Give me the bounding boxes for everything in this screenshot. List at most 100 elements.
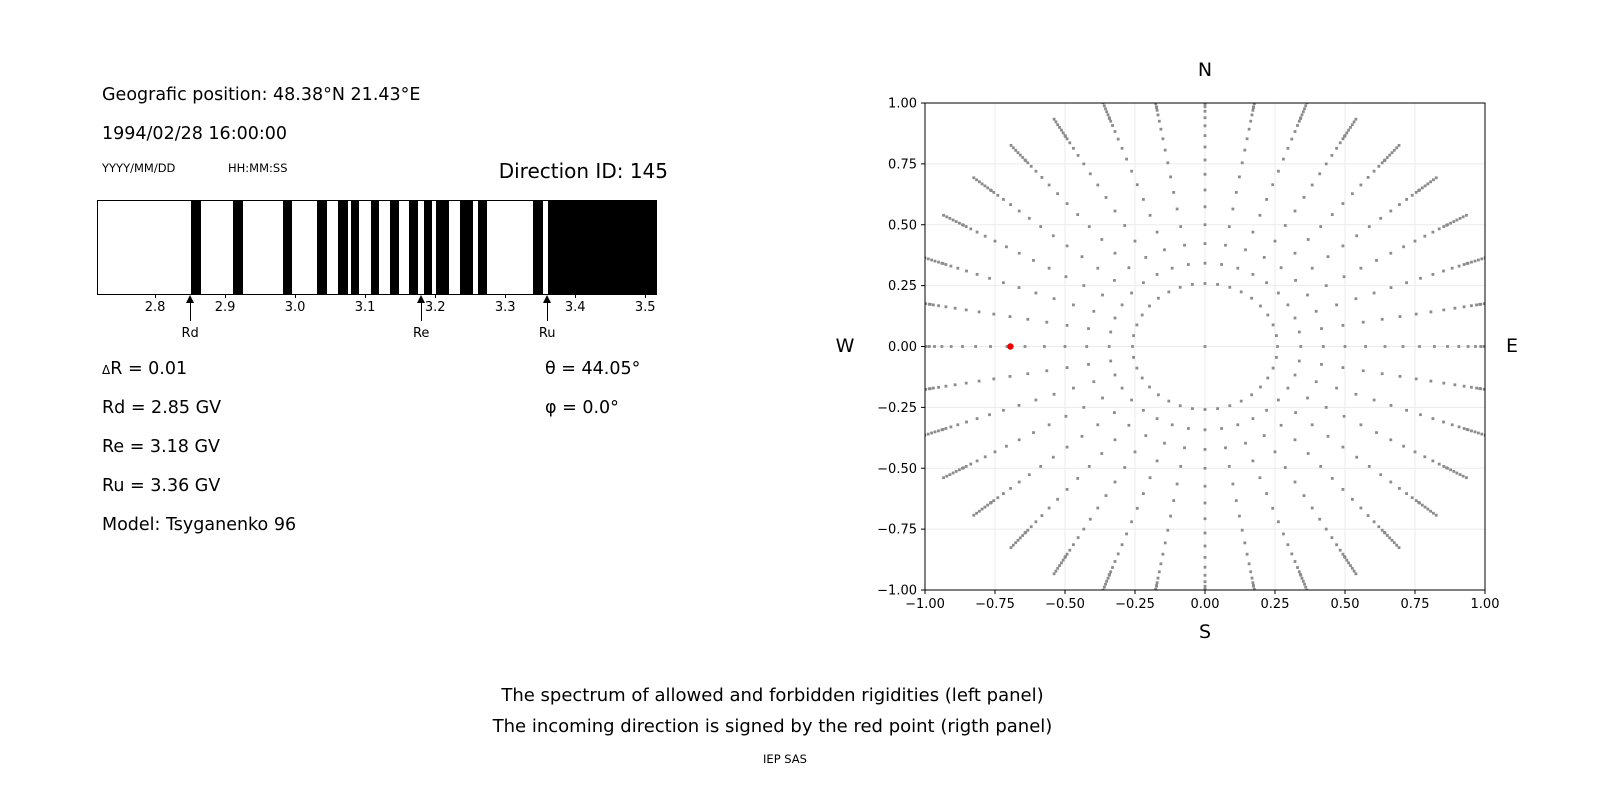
direction-dot bbox=[1187, 427, 1190, 430]
direction-dot bbox=[1065, 324, 1069, 327]
direction-dot bbox=[927, 345, 931, 348]
direction-id-title: Direction ID: 145 bbox=[498, 159, 668, 183]
direction-dot bbox=[1016, 538, 1020, 542]
direction-dot bbox=[1018, 536, 1022, 540]
direction-dot bbox=[1051, 455, 1055, 459]
direction-dot bbox=[1324, 527, 1328, 531]
direction-dot bbox=[1244, 248, 1247, 252]
phi-text: φ = 0.0° bbox=[545, 398, 619, 418]
direction-dot bbox=[1453, 383, 1457, 387]
direction-dot bbox=[1413, 239, 1417, 243]
direction-dot bbox=[1155, 584, 1158, 588]
rigidity-spectrum-plot bbox=[97, 200, 657, 295]
direction-dot bbox=[989, 501, 992, 505]
direction-dot bbox=[1345, 131, 1349, 135]
direction-dot bbox=[921, 302, 924, 305]
direction-dot bbox=[1040, 176, 1044, 179]
direction-dot bbox=[1040, 514, 1044, 517]
direction-dot bbox=[1102, 585, 1106, 589]
direction-dot bbox=[1265, 198, 1268, 201]
y-axis-tick-label: 0.50 bbox=[888, 218, 917, 233]
direction-dot bbox=[1483, 345, 1485, 348]
direction-dot bbox=[992, 191, 996, 194]
direction-dot bbox=[1047, 183, 1051, 187]
direction-dot bbox=[1249, 570, 1253, 574]
direction-dot bbox=[1106, 113, 1110, 117]
direction-dot bbox=[1047, 266, 1051, 270]
direction-dot bbox=[1023, 345, 1027, 348]
direction-dot bbox=[1251, 581, 1255, 585]
direction-dot bbox=[1465, 476, 1468, 480]
direction-dot bbox=[1113, 480, 1117, 484]
direction-dot bbox=[1113, 130, 1117, 133]
direction-dot bbox=[1156, 113, 1160, 117]
direction-dot bbox=[1027, 473, 1031, 477]
direction-dot bbox=[1341, 137, 1345, 141]
direction-dot bbox=[980, 507, 984, 511]
direction-dot bbox=[1275, 356, 1278, 359]
direction-dot bbox=[1130, 398, 1133, 402]
direction-dot bbox=[1005, 345, 1009, 348]
direction-dot bbox=[937, 385, 940, 389]
direction-dot bbox=[1191, 283, 1194, 286]
direction-dot bbox=[1265, 408, 1268, 412]
x-axis-tick bbox=[155, 294, 157, 298]
direction-dot bbox=[1005, 444, 1008, 448]
direction-dot bbox=[1026, 161, 1030, 165]
direction-dot bbox=[1068, 141, 1072, 145]
direction-dot bbox=[1343, 134, 1347, 137]
direction-dot bbox=[1113, 438, 1117, 442]
allowed-rigidity-band bbox=[351, 201, 360, 294]
direction-dot bbox=[1480, 432, 1484, 436]
direction-dot bbox=[1361, 320, 1365, 324]
direction-dot bbox=[1203, 565, 1207, 569]
direction-dot bbox=[1446, 466, 1449, 470]
direction-dot bbox=[1251, 417, 1255, 420]
direction-dot bbox=[1501, 391, 1504, 394]
direction-dot bbox=[1204, 83, 1207, 86]
direction-dot bbox=[1252, 105, 1255, 109]
direction-dot bbox=[1254, 591, 1257, 594]
direction-dot bbox=[1452, 470, 1456, 473]
direction-dot bbox=[1087, 363, 1090, 366]
direction-dot bbox=[965, 269, 968, 273]
direction-dot bbox=[1135, 366, 1139, 370]
direction-dot bbox=[1423, 505, 1427, 509]
direction-dot bbox=[1231, 482, 1235, 486]
direction-dot bbox=[1140, 313, 1144, 317]
direction-dot bbox=[975, 230, 979, 234]
direction-dot bbox=[1433, 345, 1436, 348]
direction-dot bbox=[1076, 154, 1080, 157]
direction-dot bbox=[1455, 218, 1459, 222]
direction-dot bbox=[1320, 327, 1323, 330]
direction-dot bbox=[1131, 345, 1134, 348]
x-axis-tick-label: −0.50 bbox=[1045, 597, 1085, 612]
direction-dot bbox=[1383, 531, 1387, 535]
direction-dot bbox=[1101, 396, 1104, 400]
direction-dot bbox=[1178, 404, 1182, 408]
x-axis-tick bbox=[505, 294, 507, 298]
direction-dot bbox=[1251, 108, 1255, 112]
direction-dot bbox=[954, 220, 958, 223]
direction-dot bbox=[1203, 145, 1207, 149]
direction-dot bbox=[1023, 531, 1027, 535]
direction-dot bbox=[1175, 207, 1179, 211]
direction-dot bbox=[1259, 304, 1262, 308]
direction-dot bbox=[1487, 255, 1490, 258]
direction-dot bbox=[1009, 546, 1013, 549]
direction-dot bbox=[1431, 273, 1435, 276]
direction-dot bbox=[1096, 506, 1100, 510]
re-text: Re = 3.18 GV bbox=[102, 437, 220, 457]
direction-dot bbox=[945, 215, 949, 219]
caption-line-2: The incoming direction is signed by the … bbox=[492, 716, 1053, 737]
allowed-rigidity-band bbox=[477, 201, 487, 294]
direction-dot bbox=[1398, 487, 1401, 490]
direction-dot bbox=[1234, 499, 1238, 502]
direction-dot bbox=[1383, 345, 1387, 348]
cutoff-arrow-line bbox=[547, 302, 549, 321]
direction-dot bbox=[1068, 548, 1072, 552]
direction-dot bbox=[1271, 183, 1275, 187]
direction-dot bbox=[1390, 538, 1394, 542]
direction-dot bbox=[996, 496, 1000, 500]
direction-dot bbox=[949, 425, 953, 429]
